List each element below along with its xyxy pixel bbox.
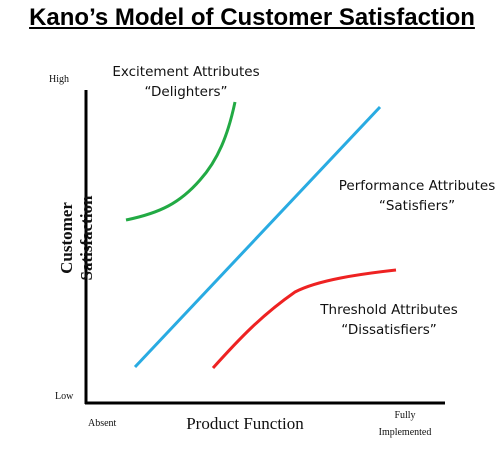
- performance-label-line1: Performance Attributes: [338, 178, 496, 194]
- x-axis-label: Product Function: [186, 414, 304, 433]
- y-axis-low-label: Low: [55, 391, 74, 402]
- x-axis-end-line2: Implemented: [378, 427, 432, 438]
- threshold-label-line2: “Dissatisfiers”: [341, 322, 437, 338]
- x-axis-start-label: Absent: [88, 418, 117, 429]
- x-axis-end-line1: Fully: [394, 410, 416, 421]
- excitement-label: Excitement Attributes “Delighters”: [96, 62, 276, 102]
- performance-label-line2: “Satisfiers”: [378, 198, 456, 214]
- excitement-label-line2: “Delighters”: [144, 84, 228, 100]
- performance-label: Performance Attributes “Satisfiers”: [330, 176, 504, 216]
- excitement-label-line1: Excitement Attributes: [112, 64, 260, 80]
- y-axis-label: Customer Satisfaction: [57, 195, 96, 281]
- threshold-curve: [211, 268, 397, 370]
- excitement-curve: [125, 101, 237, 222]
- y-axis-high-label: High: [49, 74, 69, 85]
- x-axis-end-label: Fully Implemented: [360, 407, 450, 441]
- threshold-label-line1: Threshold Attributes: [320, 302, 458, 318]
- performance-curve: [133, 105, 382, 369]
- diagram-title: Kano’s Model of Customer Satisfaction: [29, 4, 475, 31]
- threshold-label: Threshold Attributes “Dissatisfiers”: [304, 300, 474, 340]
